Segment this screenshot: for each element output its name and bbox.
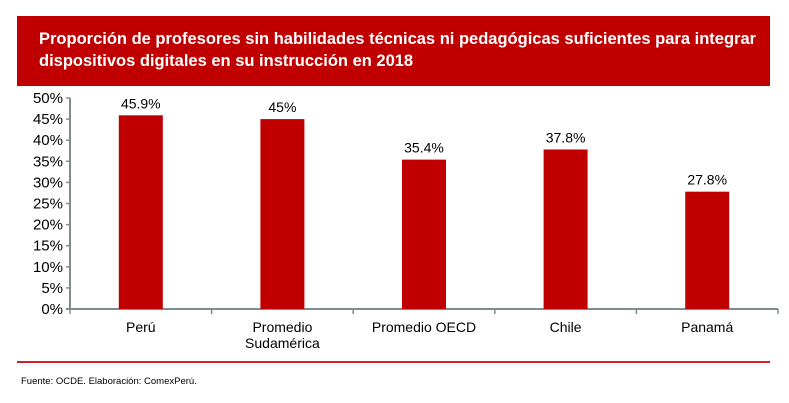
y-tick-label: 50% [33, 90, 63, 107]
bar [118, 115, 163, 309]
y-tick-label: 20% [33, 217, 63, 234]
x-tick-label: Perú [126, 319, 156, 335]
y-tick-label: 5% [41, 280, 63, 297]
y-tick-label: 15% [33, 238, 63, 255]
data-label: 27.8% [687, 172, 727, 188]
x-tick-label: Promedio [252, 319, 312, 335]
x-tick-label: Sudamérica [245, 335, 320, 351]
data-label: 45% [268, 99, 296, 115]
y-tick-label: 25% [33, 196, 63, 213]
x-tick-label: Panamá [681, 319, 733, 335]
y-tick-label: 45% [33, 111, 63, 128]
data-label: 45.9% [121, 95, 161, 111]
y-tick-label: 0% [41, 301, 63, 318]
x-tick-label: Chile [550, 319, 582, 335]
y-tick-label: 35% [33, 153, 63, 170]
bar [685, 191, 730, 309]
y-tick-label: 30% [33, 174, 63, 191]
title-banner: Proporción de profesores sin habilidades… [17, 16, 770, 86]
bar [402, 159, 446, 309]
chart-title: Proporción de profesores sin habilidades… [39, 30, 757, 70]
data-label: 37.8% [546, 129, 586, 145]
y-tick-label: 10% [33, 259, 63, 276]
divider [17, 361, 770, 363]
x-tick-label: Promedio OECD [372, 319, 476, 335]
y-tick-label: 40% [33, 132, 63, 149]
bar [543, 149, 588, 309]
source-note: Fuente: OCDE. Elaboración: ComexPerú. [21, 376, 197, 387]
bar [260, 119, 305, 309]
data-label: 35.4% [404, 140, 444, 156]
